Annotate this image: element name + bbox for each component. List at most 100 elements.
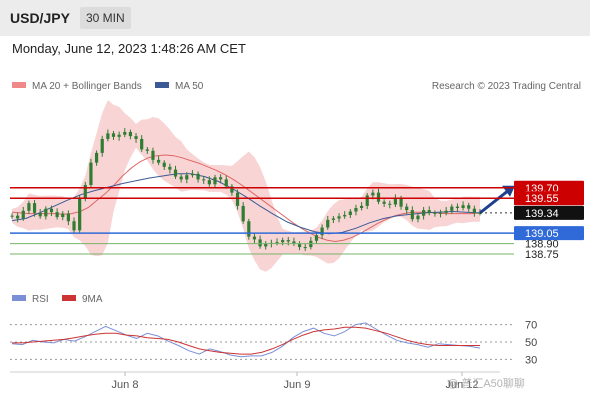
candle-body — [55, 212, 59, 218]
candle-body — [433, 212, 437, 214]
candle-body — [292, 241, 296, 244]
candle-body — [348, 211, 352, 215]
candle-body — [49, 208, 54, 213]
candle-body — [190, 173, 195, 176]
candle-body — [89, 162, 93, 185]
candle-body — [38, 212, 42, 217]
candle-body — [405, 206, 409, 211]
ma50-legend-swatch — [155, 82, 169, 88]
candle-body — [303, 247, 307, 249]
candle-body — [162, 162, 166, 167]
candle-body — [388, 203, 392, 205]
candle-body — [455, 206, 460, 208]
candle-body — [32, 203, 37, 213]
candle-body — [331, 218, 335, 220]
candle-body — [207, 180, 211, 185]
candle-body — [21, 210, 25, 219]
candle-body — [359, 205, 364, 208]
candle-body — [128, 131, 133, 137]
candle-body — [258, 239, 262, 247]
candle-body — [157, 159, 161, 163]
level-tag-139.05 — [514, 226, 584, 241]
candle-body — [100, 138, 104, 153]
candle-body — [106, 133, 110, 139]
candle-body — [111, 133, 116, 137]
candle-body — [185, 175, 189, 180]
symbol-label: USD/JPY — [10, 10, 70, 26]
x-tick-label: Jun 12 — [445, 379, 478, 391]
candle-body — [286, 240, 290, 242]
candle-body — [326, 219, 330, 228]
candle-body — [94, 152, 99, 163]
candle-body — [393, 198, 398, 205]
x-tick-label: Jun 9 — [284, 379, 311, 391]
candle-body — [230, 186, 234, 193]
candle-body — [145, 149, 149, 151]
candle-body — [444, 210, 448, 213]
timeframe-button[interactable]: 30 MIN — [80, 7, 131, 29]
candle-body — [264, 243, 268, 247]
rsi-level-label-30: 30 — [525, 354, 537, 366]
candle-body — [314, 235, 319, 241]
candle-body — [410, 210, 414, 220]
x-axis: Jun 8 Jun 9 Jun 12 — [112, 372, 479, 391]
candle-body — [427, 210, 431, 213]
candle-body — [467, 205, 471, 209]
rsi-legend-label: RSI — [32, 294, 49, 305]
candle-body — [354, 208, 358, 212]
projection-arrow — [479, 189, 509, 215]
ma9-legend-swatch — [62, 295, 76, 301]
rsi-ma-line — [12, 326, 480, 355]
candle-body — [202, 179, 206, 181]
candle-body — [241, 205, 245, 222]
chart-datetime: Monday, June 12, 2023 1:48:26 AM CET — [12, 41, 246, 56]
candle-body — [252, 236, 257, 240]
candle-body — [123, 131, 127, 135]
rsi-legend-swatch — [12, 295, 26, 301]
level-label-139.34: 139.34 — [525, 208, 559, 220]
candle-body — [44, 208, 48, 217]
candle-body — [275, 242, 279, 244]
candle-body — [382, 201, 386, 204]
candle-body — [224, 179, 228, 187]
header-bar: USD/JPY 30 MIN — [0, 0, 590, 36]
copyright-label: Research © 2023 Trading Central — [432, 81, 581, 92]
ma20-legend-label: MA 20 + Bollinger Bands — [32, 81, 142, 92]
candle-body — [461, 205, 465, 208]
rsi-level-label-50: 50 — [525, 337, 537, 349]
rsi-plot: 70 50 30 — [10, 320, 537, 366]
candle-body — [235, 192, 240, 206]
candle-body — [219, 177, 223, 180]
ma50-line — [11, 173, 481, 235]
candle-body — [438, 212, 443, 214]
candle-body — [371, 192, 375, 196]
rsi-level-label-70: 70 — [525, 320, 537, 332]
candle-body — [83, 184, 87, 198]
candle-body — [78, 197, 82, 231]
x-tick-label: Jun 8 — [112, 379, 139, 391]
level-tag-139.55 — [514, 191, 584, 206]
candle-body — [61, 213, 65, 218]
candle-body — [450, 206, 454, 211]
candle-body — [151, 150, 155, 160]
candle-body — [173, 169, 178, 177]
candle-body — [168, 166, 172, 170]
candle-body — [213, 177, 217, 185]
candle-body — [134, 136, 138, 139]
candle-body — [376, 192, 381, 202]
candle-body — [179, 176, 183, 180]
bollinger-band — [12, 100, 480, 272]
candle-body — [281, 240, 285, 243]
candle-body — [416, 215, 420, 220]
candle-body — [343, 214, 347, 217]
candle-body — [72, 221, 76, 231]
ma50-legend-label: MA 50 — [175, 81, 204, 92]
level-label-138.75: 138.75 — [525, 249, 559, 261]
level-tag-139.34 — [514, 205, 584, 220]
level-label-138.90: 138.90 — [525, 239, 559, 251]
level-label-139.05: 139.05 — [525, 228, 559, 240]
price-plot — [10, 100, 515, 272]
candle-body — [247, 221, 251, 237]
